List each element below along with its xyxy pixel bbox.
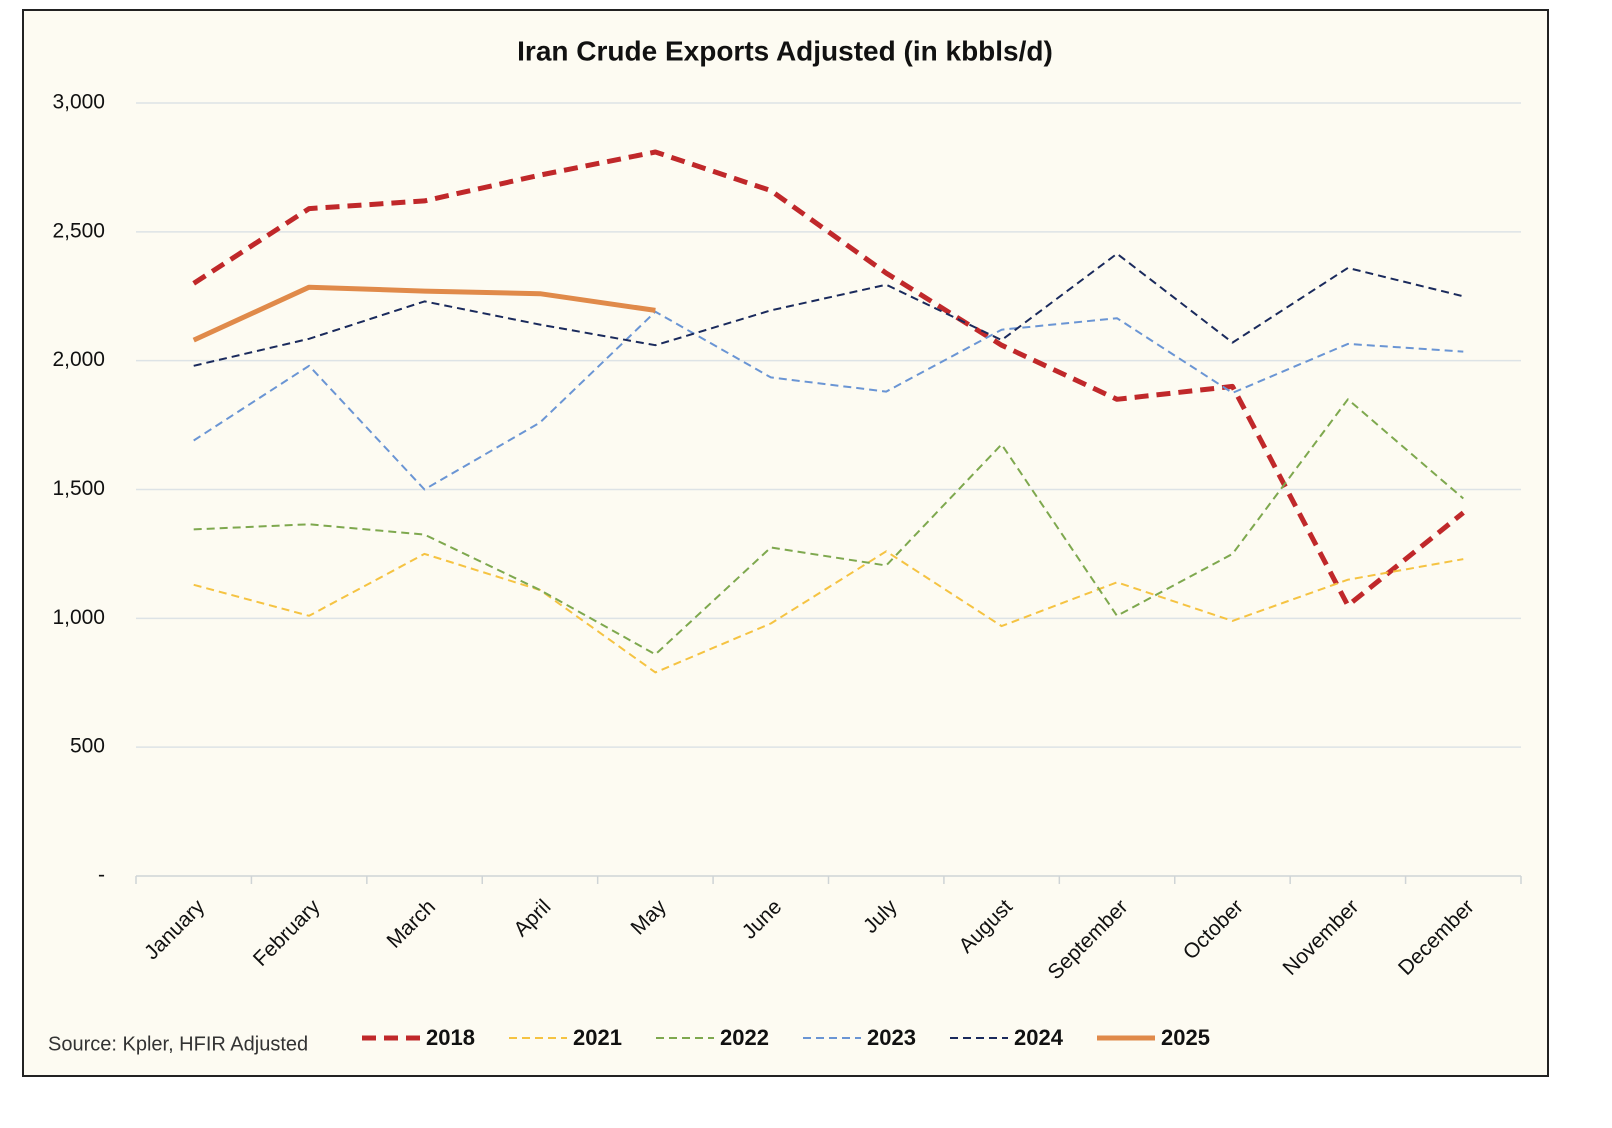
legend-label: 2025	[1161, 1025, 1210, 1050]
y-tick-label: 1,000	[52, 606, 105, 629]
y-tick-label: 2,500	[52, 219, 105, 242]
source-note: Source: Kpler, HFIR Adjusted	[48, 1033, 308, 1055]
legend-label: 2018	[426, 1025, 475, 1050]
series-line	[193, 310, 1464, 491]
legend-label: 2024	[1014, 1025, 1064, 1050]
chart-frame	[22, 9, 1549, 1077]
y-tick-label: 500	[70, 735, 105, 758]
series-line	[193, 550, 1464, 674]
series-line	[192, 284, 656, 343]
series-line	[193, 398, 1464, 656]
legend-label: 2022	[720, 1025, 769, 1050]
y-tick-label: 3,000	[52, 91, 105, 114]
y-tick-label: 2,000	[52, 348, 105, 371]
series-line	[192, 149, 1465, 608]
chart-title: Iran Crude Exports Adjusted (in kbbls/d)	[517, 35, 1053, 66]
y-tick-label: -	[98, 864, 105, 887]
series-line	[193, 252, 1464, 367]
legend-label: 2021	[573, 1025, 622, 1050]
y-tick-label: 1,500	[52, 477, 105, 500]
legend-label: 2023	[867, 1025, 916, 1050]
